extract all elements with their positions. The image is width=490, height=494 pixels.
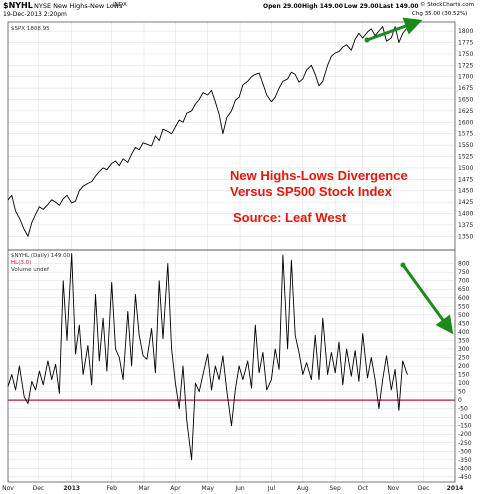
quote-low: Low 29.00 <box>344 3 379 10</box>
quote-date: 19-Dec-2013 2:20pm <box>3 11 67 18</box>
hl-legend: HL(3.0) <box>11 260 31 266</box>
y-tick-label: 1500 <box>458 165 473 172</box>
y-tick-label: 1425 <box>458 199 473 206</box>
y-tick-label: -350 <box>458 457 472 464</box>
y-tick-label: -250 <box>458 440 472 447</box>
quote-change: Chg 35.00 (30.52%) <box>412 11 468 17</box>
y-tick-label: 650 <box>458 286 470 293</box>
x-tick-label: Sep <box>330 485 342 492</box>
y-tick-label: 200 <box>458 363 470 370</box>
x-tick-label: Dec <box>33 485 45 492</box>
y-tick-label: -400 <box>458 465 472 472</box>
y-tick-label: 1375 <box>458 222 473 229</box>
x-axis-ticks: Nov Dec 2013 Feb Mar Apr May Jun Jul Aug Sep Oct Nov… <box>2 485 463 492</box>
y-tick-label: -150 <box>458 423 472 430</box>
y-tick-label: -300 <box>458 448 472 455</box>
x-tick-label: Oct <box>358 485 369 492</box>
falling-arrow-tail <box>400 262 406 268</box>
x-tick-label: Jun <box>234 485 245 492</box>
y-tick-label: 400 <box>458 329 470 336</box>
spx-legend: $SPX 1808.95 <box>11 26 50 32</box>
rising-arrow-tail <box>364 37 370 43</box>
x-tick-label: 2013 <box>63 485 80 492</box>
nyhl-line <box>7 252 408 461</box>
y-tick-label: -200 <box>458 431 472 438</box>
y-tick-label: 1725 <box>458 62 473 69</box>
y-tick-label: 1350 <box>458 233 473 240</box>
bottom-panel-frame <box>7 249 456 483</box>
y-tick-label: 1700 <box>458 74 473 81</box>
y-tick-label: 50 <box>458 389 466 396</box>
y-tick-label: 1525 <box>458 154 473 161</box>
quote-open: Open 29.00 <box>263 3 302 10</box>
ticker-name: NYSE New Highs-New Lows <box>34 2 123 10</box>
annotation-line-2: Versus SP500 Stock Index <box>230 184 393 199</box>
y-tick-label: -50 <box>458 406 468 413</box>
y-tick-label: 1800 <box>458 28 473 35</box>
y-tick-label: 300 <box>458 346 470 353</box>
y-tick-label: 350 <box>458 337 470 344</box>
rising-arrow <box>366 17 423 42</box>
x-tick-label: Mar <box>138 485 150 492</box>
x-tick-label: Dec <box>418 485 430 492</box>
y-tick-label: 700 <box>458 278 470 285</box>
y-tick-label: 550 <box>458 303 470 310</box>
y-tick-label: 1675 <box>458 85 473 92</box>
y-tick-label: 0 <box>458 397 462 404</box>
y-tick-label: -450 <box>458 474 472 481</box>
top-axis-ticks: 1350 1375 1400 1425 1450 1475 1500 1525 1550 1575… <box>458 28 473 240</box>
stockcharts-brand: © StockCharts.com <box>420 2 474 8</box>
bottom-axis-ticks: -450 -400-350 -300-250 -200-150 -100-50 050 10… <box>458 261 472 481</box>
index-tag: INDX <box>113 2 127 8</box>
y-tick-label: 1775 <box>458 40 473 47</box>
y-tick-label: 1625 <box>458 108 473 115</box>
y-tick-label: 1650 <box>458 97 473 104</box>
x-tick-label: 2014 <box>447 485 464 492</box>
y-tick-label: -100 <box>458 414 472 421</box>
y-tick-label: 600 <box>458 295 470 302</box>
quote-high: High 149.00 <box>302 3 343 10</box>
y-tick-label: 500 <box>458 312 470 319</box>
y-tick-label: 1600 <box>458 119 473 126</box>
x-tick-label: Aug <box>297 485 309 492</box>
spx-price-line <box>7 26 408 237</box>
x-tick-label: Nov <box>387 485 399 492</box>
top-panel-frame <box>7 21 456 251</box>
y-tick-label: 1400 <box>458 211 473 218</box>
y-tick-label: 750 <box>458 269 470 276</box>
falling-arrow <box>401 264 454 335</box>
y-tick-label: 100 <box>458 380 470 387</box>
y-tick-label: 800 <box>458 261 470 268</box>
ticker-symbol: $NYHL <box>3 1 33 10</box>
y-tick-label: 1475 <box>458 176 473 183</box>
y-tick-label: 150 <box>458 372 470 379</box>
quote-last: Last 149.00 <box>379 3 419 10</box>
annotation-line-3: Source: Leaf West <box>233 210 347 225</box>
y-tick-label: 1550 <box>458 142 473 149</box>
x-tick-label: Apr <box>170 485 181 492</box>
x-tick-label: Nov <box>2 485 14 492</box>
y-tick-label: 1750 <box>458 51 473 58</box>
chart-header: $NYHL NYSE New Highs-New Lows INDX 19-De… <box>0 0 490 22</box>
y-tick-label: 1575 <box>458 131 473 138</box>
x-tick-label: May <box>202 485 215 492</box>
y-tick-label: 1450 <box>458 188 473 195</box>
annotation-line-1: New Highs-Lows Divergence <box>230 168 408 183</box>
volume-legend: Volume undef <box>11 267 50 273</box>
y-tick-label: 450 <box>458 320 470 327</box>
x-tick-label: Feb <box>106 485 117 492</box>
x-tick-label: Jul <box>267 485 276 492</box>
nyhl-legend: $NYHL (Daily) 149.00 <box>11 253 71 259</box>
grid-layer <box>8 22 455 482</box>
y-tick-label: 250 <box>458 354 470 361</box>
